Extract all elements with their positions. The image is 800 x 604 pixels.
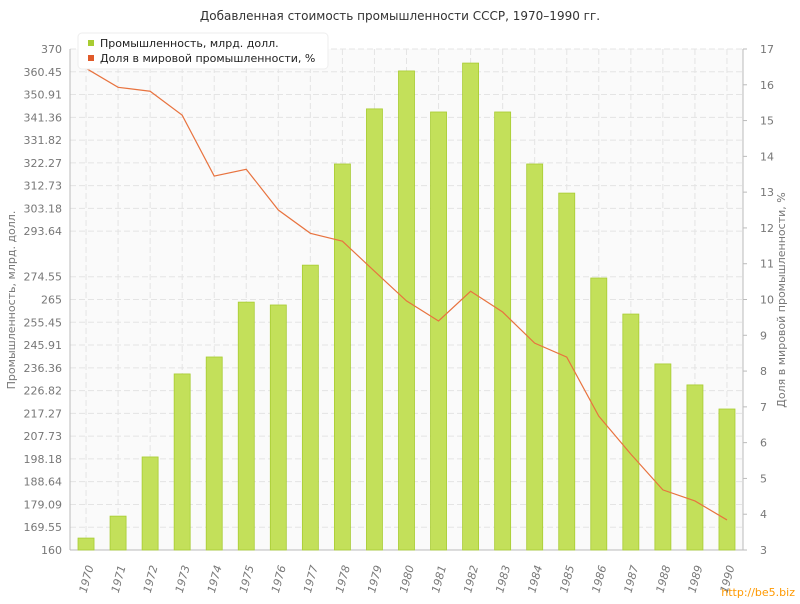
x-tick-label: 1980 [397,564,417,594]
x-tick-label: 1978 [333,564,353,594]
y-tick-label: 160 [41,544,62,557]
x-tick-label: 1970 [77,564,97,594]
y-tick-label: 265 [41,294,62,307]
bar [718,408,736,551]
y2-tick-label: 6 [760,437,767,450]
y-tick-label: 350.91 [24,89,63,102]
x-tick-label: 1973 [173,564,193,594]
x-tick-label: 1971 [109,564,129,594]
bar [494,111,512,551]
bar [141,456,159,551]
y-tick-label: 226.82 [24,385,63,398]
x-tick-label: 1974 [205,564,225,594]
y2-tick-label: 12 [760,222,774,235]
y2-axis-title: Доля в мировой промышленности, % [775,192,788,407]
bar [622,313,640,551]
y2-tick-label: 3 [760,544,767,557]
bar [398,70,415,551]
y2-tick-label: 13 [760,186,774,199]
x-tick-label: 1986 [590,564,610,594]
bar [590,277,608,551]
y-tick-label: 188.64 [24,476,63,489]
line [85,67,728,521]
bar [366,108,383,551]
y2-tick-label: 17 [760,43,774,56]
y-tick-label: 303.18 [24,202,63,215]
bar [269,304,287,551]
x-tick-label: 1985 [557,564,577,594]
legend: Промышленность, млрд. долл. Доля в мирово… [77,32,329,70]
y2-tick-label: 7 [760,401,767,414]
y-tick-label: 341.36 [24,111,63,124]
x-tick-label: 1984 [525,564,545,594]
bar [237,301,255,551]
y-tick-label: 293.64 [24,225,63,238]
watermark: http://be5.biz [721,586,795,599]
y2-tick-label: 8 [760,365,767,378]
bar [430,111,447,551]
y-tick-label: 217.27 [24,407,63,420]
y-tick-label: 360.45 [24,66,63,79]
y-tick-label: 312.73 [24,180,63,193]
y-tick-label: 255.45 [24,316,63,329]
y-tick-label: 179.09 [24,498,63,511]
x-tick-label: 1976 [269,564,289,594]
y2-tick-label: 15 [760,115,774,128]
y2-tick-label: 5 [760,472,767,485]
bar [77,537,95,551]
y2-tick-label: 9 [760,329,767,342]
x-tick-label: 1988 [654,564,674,594]
bar [109,515,127,551]
y-tick-label: 274.55 [24,271,63,284]
bar [654,363,672,551]
x-tick-label: 1989 [686,564,706,594]
chart-title: Добавленная стоимость промышленности ССС… [200,9,600,23]
y2-tick-label: 10 [760,294,774,307]
y-tick-label: 245.91 [24,339,63,352]
bar [526,163,544,551]
y-tick-label: 236.36 [24,362,63,375]
legend-marker [88,55,94,61]
y-tick-label: 207.73 [24,430,63,443]
y-tick-label: 169.55 [24,521,63,534]
y2-tick-label: 11 [760,258,774,271]
y-tick-label: 322.27 [24,157,63,170]
x-tick-label: 1972 [141,564,161,594]
bar [205,356,223,551]
x-tick-label: 1975 [237,564,257,594]
x-tick-label: 1977 [301,564,321,594]
y-tick-label: 198.18 [24,453,63,466]
bar [686,384,704,551]
legend-marker [88,40,94,46]
legend-box [77,32,329,70]
bar [173,373,191,551]
bar [462,62,480,551]
x-tick-label: 1981 [429,564,449,594]
bar [333,163,351,551]
y-tick-label: 370 [41,43,62,56]
y2-tick-label: 4 [760,508,767,521]
bar [301,264,319,551]
y-axis-title: Промышленность, млрд. долл. [5,211,18,390]
x-tick-label: 1987 [622,564,642,594]
y2-tick-label: 14 [760,150,774,163]
y-tick-label: 331.82 [24,134,63,147]
legend-label: Доля в мировой промышленности, % [100,52,315,65]
x-tick-label: 1979 [365,564,385,594]
bar [558,192,576,551]
legend-label: Промышленность, млрд. долл. [100,37,279,50]
x-tick-label: 1982 [461,564,481,594]
y2-tick-label: 16 [760,79,774,92]
x-tick-label: 1983 [493,564,513,594]
